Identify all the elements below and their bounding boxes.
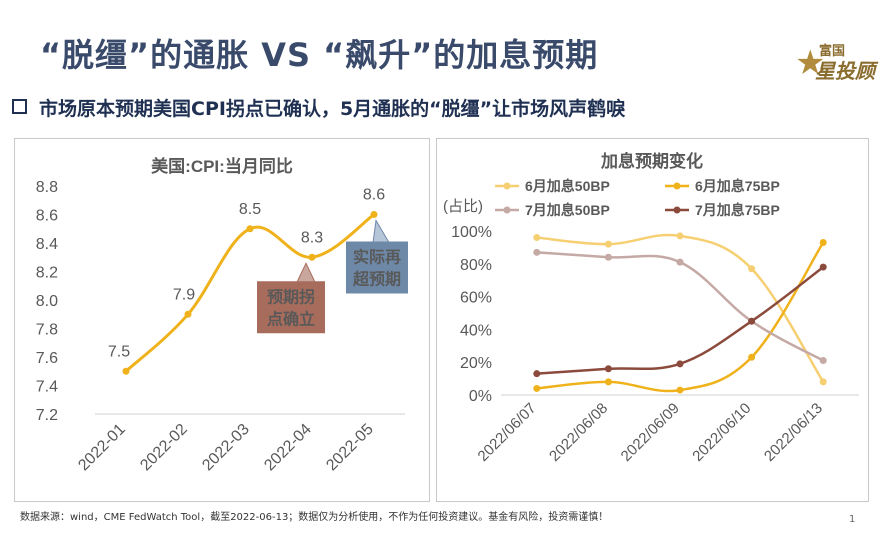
annotation-text-exceed: 超预期: [352, 270, 401, 289]
cpi-data-label: 8.3: [301, 229, 323, 246]
series-data-point: [819, 378, 827, 386]
page-title: “脱缰”的通胀 VS “飙升”的加息预期: [40, 36, 599, 74]
y-tick-label: 7.4: [36, 379, 58, 396]
chart-title: 美国:CPI:当月同比: [151, 156, 293, 176]
cpi-data-point: [246, 225, 254, 233]
x-tick-label: 2022-03: [199, 421, 253, 475]
page-number: 1: [849, 514, 856, 525]
y-tick-label: 40%: [460, 322, 492, 339]
y-tick-label: 80%: [460, 257, 492, 274]
x-tick-label: 2022/06/10: [689, 400, 754, 465]
y-tick-label: 8.6: [36, 208, 58, 225]
x-tick-label: 2022-05: [323, 421, 377, 475]
annotation-text-inflection: 点确立: [267, 309, 315, 328]
series-data-point: [819, 357, 827, 365]
bullet-square-icon: [12, 99, 27, 114]
x-tick-label: 2022-01: [75, 421, 129, 475]
y-tick-label: 20%: [460, 355, 492, 372]
y-tick-label: 8.4: [36, 236, 58, 253]
series-data-point: [533, 370, 541, 378]
logo-text-top: 富国: [819, 44, 846, 59]
series-data-point: [604, 365, 612, 373]
legend-marker: [673, 206, 681, 214]
annotation-arrow-icon: [372, 219, 390, 243]
annotation-text-inflection: 预期拐: [267, 287, 315, 306]
y-tick-label: 8.0: [36, 293, 58, 310]
cpi-data-point: [370, 211, 378, 218]
series-data-point: [676, 386, 684, 394]
series-line: [536, 266, 824, 375]
page-subtitle: 市场原本预期美国CPI拐点已确认，5月通胀的“脱缰”让市场风声鹤唳: [12, 94, 625, 121]
legend-label: 6月加息50BP: [525, 178, 610, 194]
x-tick-label: 2022/06/13: [761, 400, 826, 465]
series-line: [536, 241, 825, 393]
cpi-data-point: [184, 310, 192, 318]
y-tick-label: 7.2: [36, 407, 58, 424]
series-data-point: [748, 353, 756, 361]
cpi-chart: 美国:CPI:当月同比 7.2 7.4 7.6 7.8 8.0 8.2 8.4 8.6 8.8 20…: [36, 156, 408, 475]
series-data-point: [533, 248, 541, 256]
subtitle-text: 市场原本预期美国CPI拐点已确认，5月通胀的“脱缰”让市场风声鹤唳: [39, 98, 626, 120]
cpi-data-point: [308, 253, 316, 261]
y-tick-label: 0%: [469, 388, 492, 405]
cpi-data-label: 7.5: [108, 343, 130, 360]
y-tick-label: 7.6: [36, 350, 58, 367]
legend-label: 6月加息75BP: [695, 178, 780, 194]
legend-label: 7月加息50BP: [525, 202, 610, 218]
series-line: [536, 233, 825, 383]
annotation-box-inflection: [257, 281, 325, 334]
rate-hike-chart: 加息预期变化 6月加息50BP 6月加息75BP 7月加息50BP 7月加息75BP (占…: [443, 151, 859, 465]
y-tick-label: 100%: [451, 224, 492, 241]
y-tick-label: 8.8: [36, 179, 58, 196]
series-data-point: [533, 384, 541, 392]
cpi-data-label: 8.5: [239, 201, 261, 218]
logo-text-bottom: 星投顾: [815, 59, 875, 83]
x-tick-label: 2022/06/09: [618, 400, 683, 465]
y-axis-label: (占比): [443, 198, 483, 215]
series-data-point: [533, 234, 541, 242]
series-data-point: [819, 238, 827, 246]
x-tick-label: 2022/06/08: [546, 400, 611, 465]
series-data-point: [748, 265, 756, 273]
x-tick-label: 2022/06/07: [475, 400, 540, 465]
y-tick-label: 8.2: [36, 265, 58, 282]
series-data-point: [676, 232, 684, 240]
series-data-point: [676, 258, 684, 266]
y-tick-label: 60%: [460, 290, 492, 307]
legend-label: 7月加息75BP: [695, 202, 780, 218]
series-data-point: [748, 317, 756, 325]
cpi-data-point: [122, 367, 130, 375]
series-data-point: [604, 240, 612, 248]
y-tick-label: 7.8: [36, 322, 58, 339]
annotation-arrow-icon: [295, 262, 317, 285]
cpi-series-line: [124, 213, 375, 373]
series-data-point: [819, 263, 827, 271]
annotation-text-exceed: 实际再: [353, 248, 401, 267]
legend-marker: [503, 182, 511, 190]
annotation-box-exceed: [346, 241, 408, 294]
data-source-footer: 数据来源：wind，CME FedWatch Tool，截至2022-06-13…: [20, 512, 609, 523]
cpi-data-label: 8.6: [363, 187, 385, 204]
brand-logo: ★ 富国 星投顾: [795, 40, 875, 90]
series-data-point: [604, 378, 612, 386]
chart-title: 加息预期变化: [600, 151, 703, 171]
cpi-chart-panel: 美国:CPI:当月同比 7.2 7.4 7.6 7.8 8.0 8.2 8.4 8.6 8.8 20…: [14, 138, 430, 502]
series-data-point: [604, 253, 612, 261]
x-tick-label: 2022-04: [261, 421, 315, 475]
series-data-point: [676, 360, 684, 368]
x-tick-label: 2022-02: [137, 421, 191, 475]
rate-hike-chart-panel: 加息预期变化 6月加息50BP 6月加息75BP 7月加息50BP 7月加息75BP (占…: [436, 138, 869, 502]
cpi-data-label: 7.9: [173, 286, 195, 303]
legend-marker: [503, 206, 511, 214]
star-icon: ★: [795, 43, 826, 83]
legend-marker: [673, 182, 681, 190]
